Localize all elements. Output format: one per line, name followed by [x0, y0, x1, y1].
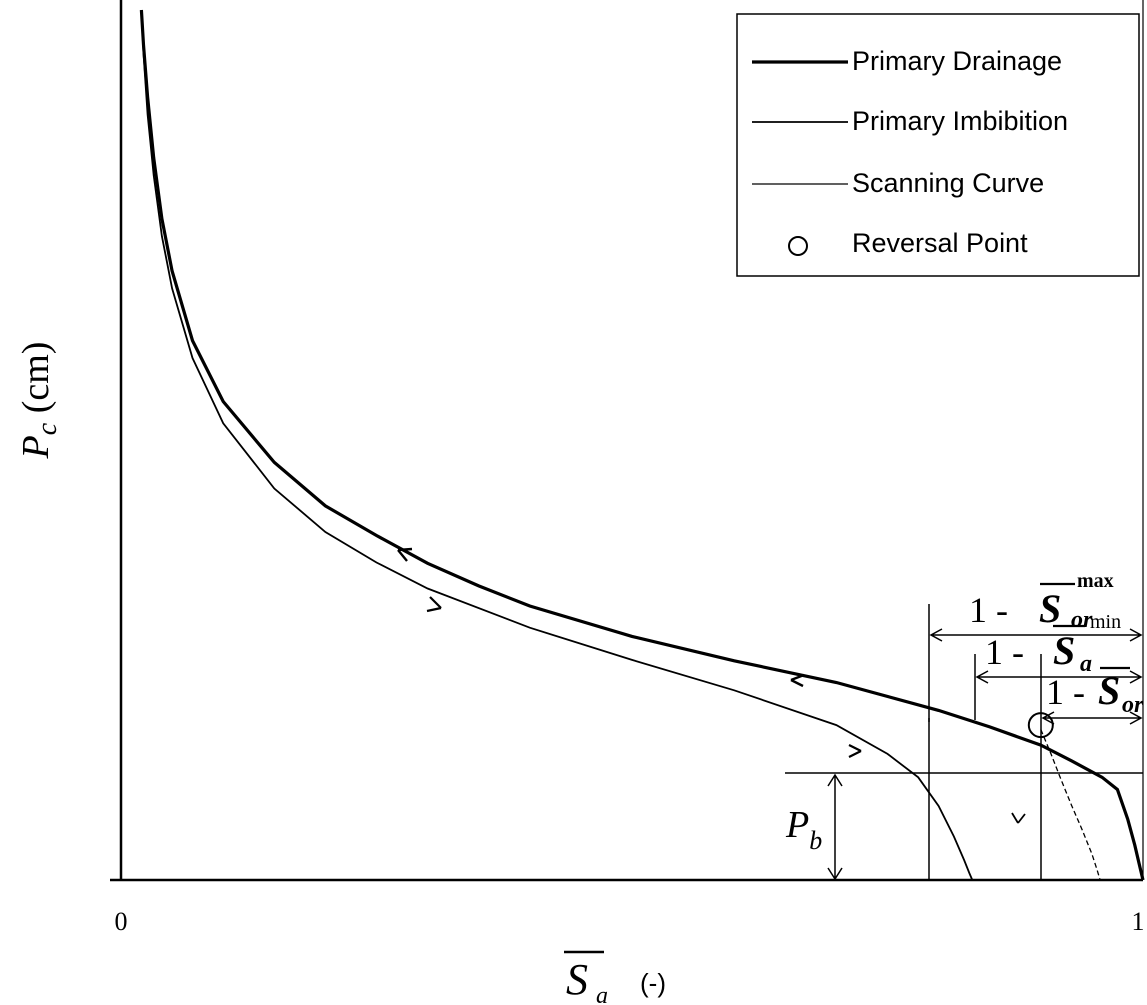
annotation-lines — [785, 604, 1143, 880]
sor-max-arrow — [929, 628, 1143, 642]
svg-text:Pc (cm): Pc (cm) — [15, 342, 63, 460]
sa-min-label-superscript: min — [1090, 611, 1121, 633]
direction-arrows — [397, 547, 1026, 824]
sa-min-label-prefix: 1 - — [985, 632, 1033, 672]
sa-min-label-subscript: a — [1080, 651, 1092, 677]
pb-label: Pb — [785, 804, 822, 855]
dimension-arrows — [827, 628, 1143, 881]
series-primary-drainage — [139, 9, 1145, 881]
sor-max-label-symbol: S — [1039, 586, 1061, 631]
sor-label-subscript: or — [1122, 692, 1144, 718]
sor-label-prefix: 1 - — [1046, 672, 1085, 712]
legend-label-primary-imbibition: Primary Imbibition — [852, 106, 1068, 136]
x-axis-label-unit: (-) — [640, 968, 666, 998]
legend-box — [736, 13, 1140, 277]
imbibition-arrow-2 — [848, 744, 862, 758]
x-axis-label-subscript: a — [596, 983, 608, 1005]
sor-max-label-prefix: 1 - — [969, 590, 1017, 630]
sa-min-arrow — [975, 670, 1143, 684]
legend-label-reversal-point: Reversal Point — [852, 228, 1028, 258]
sor-label-symbol: S — [1098, 668, 1120, 713]
sor-arrow — [1041, 711, 1143, 725]
svg-text:Pb: Pb — [785, 804, 822, 855]
legend-swatch-reversal-point — [788, 236, 808, 256]
legend: Primary Drainage Primary Imbibition Scan… — [736, 13, 1140, 277]
x-tick-label-0: 0 — [115, 907, 128, 936]
drainage-arrow-1 — [397, 547, 413, 562]
sor-max-label-superscript: max — [1077, 570, 1114, 592]
imbibition-arrow-1 — [426, 596, 442, 613]
x-axis-label: S a (-) — [564, 950, 666, 1005]
pb-label-subscript: b — [809, 826, 822, 855]
scanning-arrow — [1011, 812, 1026, 824]
sor-label: 1 - S or — [1046, 666, 1144, 718]
y-axis-label-subscript: c — [32, 422, 63, 435]
drainage-arrow-2 — [790, 673, 805, 688]
series-scanning-curve — [1040, 729, 1101, 881]
y-axis-label-unit: (cm) — [15, 342, 57, 414]
sor-max-label: 1 - S or max — [969, 570, 1114, 633]
sa-min-label-symbol: S — [1053, 628, 1075, 673]
legend-label-scanning-curve: Scanning Curve — [852, 168, 1044, 198]
pb-label-symbol: P — [785, 804, 809, 846]
y-axis-label-symbol: P — [15, 435, 57, 459]
legend-label-primary-drainage: Primary Drainage — [852, 46, 1062, 76]
series-layer — [139, 9, 1145, 881]
x-axis-label-symbol: S — [566, 955, 588, 1004]
series-primary-imbibition — [140, 9, 974, 881]
sa-min-label: 1 - S a min — [985, 611, 1121, 677]
pb-arrow — [827, 773, 843, 881]
y-axis-label: Pc (cm) — [15, 342, 63, 460]
x-tick-label-1: 1 — [1132, 907, 1145, 936]
